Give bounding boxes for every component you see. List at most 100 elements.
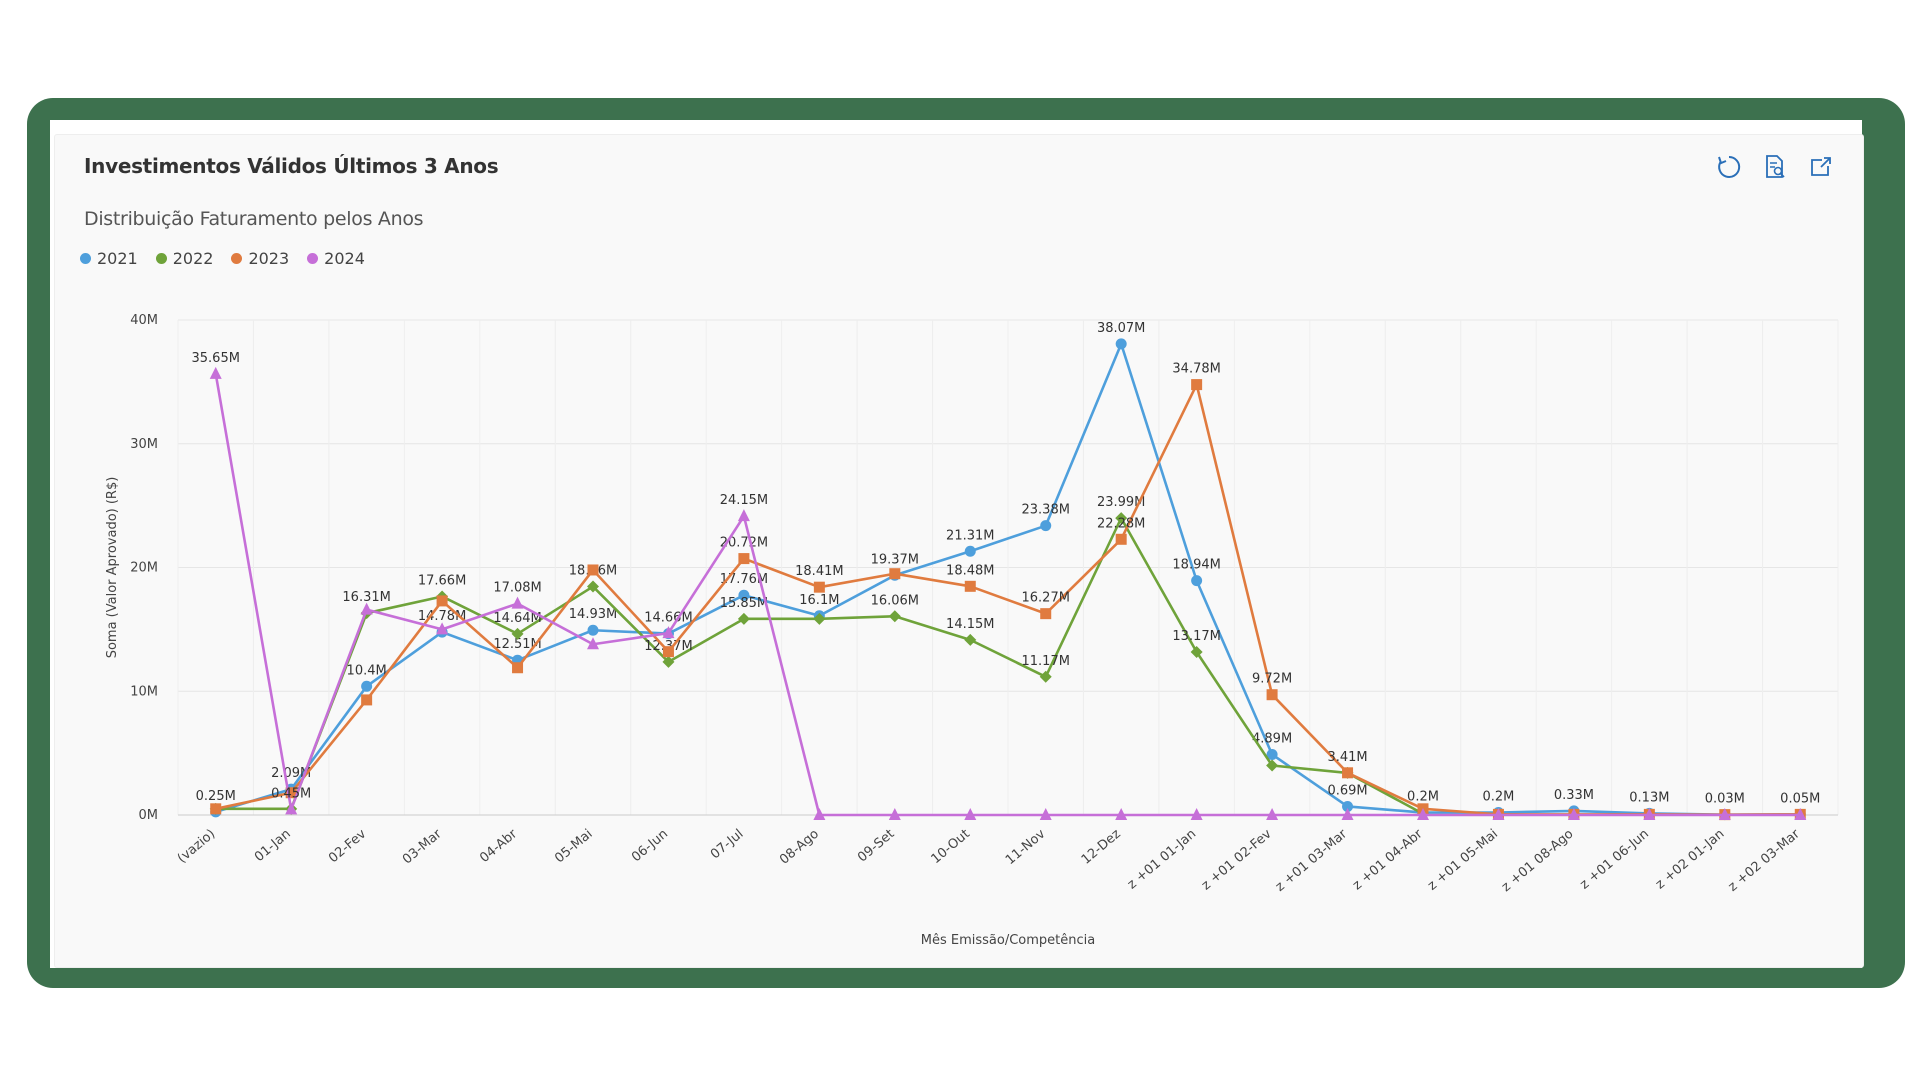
data-label: 14.64M (493, 611, 541, 626)
data-label: 38.07M (1097, 321, 1145, 336)
data-point (1341, 808, 1354, 820)
data-point (813, 581, 825, 593)
x-tick-label: 04-Abr (477, 826, 520, 866)
data-label: 17.66M (418, 573, 466, 588)
x-tick-label: 05-Mai (552, 827, 595, 867)
data-point (361, 694, 373, 706)
data-point (1115, 808, 1128, 820)
data-label: 0.03M (1705, 792, 1745, 807)
data-point (210, 803, 222, 815)
data-label: 12.51M (493, 637, 541, 652)
document-search-icon (1766, 155, 1785, 178)
data-point (1115, 533, 1127, 545)
data-label: 23.99M (1097, 495, 1145, 510)
data-label: 0.45M (271, 786, 311, 801)
data-point (587, 580, 599, 593)
x-tick-label: z +01 05-Mai (1425, 827, 1501, 894)
legend-swatch (231, 253, 243, 264)
data-point (813, 808, 826, 820)
data-label: 20.72M (720, 536, 768, 551)
data-label: 15.85M (720, 596, 768, 611)
panel-title: Investimentos Válidos Últimos 3 Anos (84, 154, 499, 178)
data-point (511, 596, 524, 609)
data-point (889, 568, 901, 580)
legend-item-2023[interactable]: 2023 (231, 249, 289, 268)
x-tick-label: 06-Jun (629, 827, 671, 866)
data-point (1567, 808, 1580, 820)
data-label: 9.72M (1252, 672, 1292, 687)
data-point (1039, 808, 1052, 820)
data-label: 34.78M (1172, 362, 1220, 377)
data-point (662, 626, 675, 639)
data-label: 0.25M (196, 789, 236, 804)
data-label: 0.69M (1327, 783, 1367, 798)
data-point (1040, 608, 1052, 620)
data-point (436, 622, 449, 635)
data-point (1718, 808, 1731, 820)
data-point (1266, 808, 1279, 820)
data-point (1115, 512, 1128, 525)
data-point (1190, 646, 1203, 659)
x-tick-label: z +01 03-Mar (1273, 826, 1351, 895)
legend-label: 2024 (324, 249, 365, 268)
data-point (1190, 808, 1203, 820)
data-point (1040, 520, 1052, 532)
legend-label: 2023 (248, 249, 290, 268)
data-label: 16.06M (871, 593, 919, 608)
data-label: 0.13M (1629, 790, 1669, 805)
y-tick-label: 10M (130, 684, 158, 699)
data-point (964, 633, 977, 646)
legend-swatch (155, 253, 167, 264)
x-tick-label: 09-Set (855, 827, 897, 866)
legend-item-2021[interactable]: 2021 (80, 249, 138, 268)
legend-swatch (307, 253, 319, 264)
data-point (1191, 575, 1203, 587)
x-tick-label: z +01 01-Jan (1125, 827, 1199, 893)
data-point (888, 808, 901, 820)
legend-item-2024[interactable]: 2024 (307, 249, 365, 268)
data-point (1342, 800, 1354, 812)
data-label: 16.31M (342, 590, 390, 605)
data-point (813, 612, 826, 625)
data-point (587, 564, 599, 576)
data-label: 18.48M (946, 563, 994, 578)
data-point (1266, 759, 1279, 772)
data-point (436, 595, 448, 607)
data-point (361, 680, 373, 692)
y-axis-title: Soma (Valor Aprovado) (R$) (105, 477, 120, 659)
data-label: 14.15M (946, 617, 994, 632)
data-point (737, 612, 750, 625)
data-label: 0.33M (1554, 788, 1594, 803)
data-point (209, 366, 222, 379)
data-label: 0.05M (1780, 791, 1820, 806)
data-point (1417, 808, 1429, 820)
panel-toolbar (1714, 152, 1836, 182)
data-point (1492, 808, 1505, 820)
data-point (360, 602, 373, 615)
x-tick-label: 12-Dez (1079, 826, 1124, 867)
legend-item-2022[interactable]: 2022 (155, 249, 213, 268)
x-tick-label: 08-Ago (777, 827, 822, 868)
grid-lines (177, 319, 1839, 816)
expand-button[interactable] (1806, 152, 1836, 182)
x-tick-label: 02-Fev (326, 826, 369, 866)
x-tick-label: 10-Out (929, 827, 973, 868)
data-label: 13.17M (1172, 629, 1220, 644)
x-tick-label: 03-Mar (400, 826, 445, 867)
series-line-2024 (214, 373, 1801, 817)
data-label: 19.37M (871, 552, 919, 567)
x-tick-label: 01-Jan (252, 827, 294, 865)
data-point (285, 787, 297, 799)
series-2022: 16.31M17.66M14.64M18.46M12.37M15.85M16.0… (209, 495, 1429, 820)
data-point (1794, 808, 1807, 820)
data-point (1266, 748, 1278, 760)
view-data-button[interactable] (1760, 152, 1790, 182)
data-point (964, 545, 976, 557)
x-axis-title: Mês Emissão/Competência (921, 933, 1095, 948)
x-tick-label: z +01 08-Ago (1499, 827, 1577, 895)
data-point (662, 655, 675, 668)
data-label: 16.27M (1022, 591, 1070, 606)
data-point (1191, 379, 1203, 391)
refresh-button[interactable] (1714, 152, 1744, 182)
data-label: 24.15M (720, 493, 768, 508)
